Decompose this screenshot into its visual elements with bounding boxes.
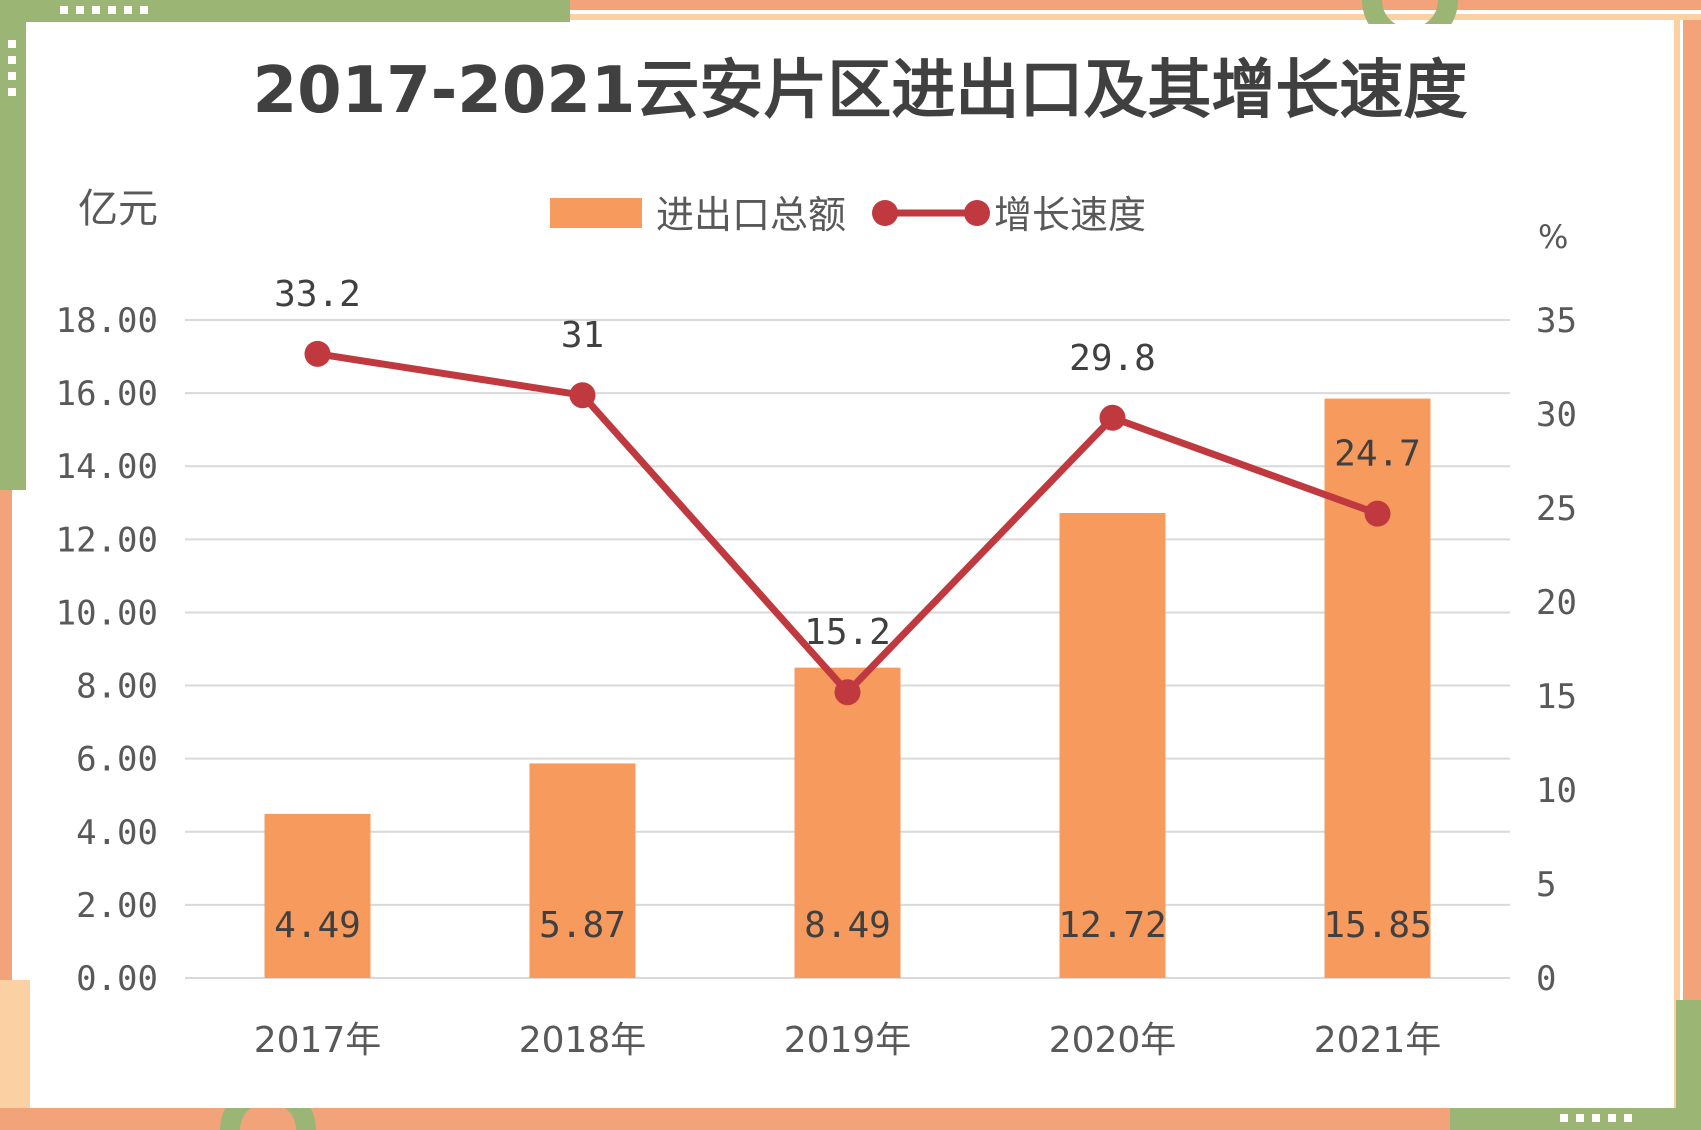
left-tick-label: 10.00 — [56, 593, 158, 633]
line-point — [569, 382, 596, 409]
bar — [1324, 398, 1431, 978]
line-value-label: 29.8 — [1069, 338, 1156, 379]
right-tick-label: 15 — [1536, 677, 1577, 717]
bar-series — [264, 398, 1431, 978]
right-tick-label: 30 — [1536, 395, 1577, 435]
line-value-label: 33.2 — [274, 274, 361, 315]
left-tick-label: 4.00 — [76, 813, 158, 853]
frame-right-orange-band — [1683, 20, 1701, 1130]
bar-value-label: 12.72 — [1058, 905, 1166, 946]
frame-dots-top-left — [60, 6, 148, 14]
line-value-label: 15.2 — [804, 612, 891, 653]
left-tick-label: 0.00 — [76, 959, 158, 999]
legend-label-line: 增长速度 — [994, 193, 1146, 237]
line-point — [834, 679, 861, 706]
frame-bottom-orange-band — [0, 1108, 1701, 1130]
right-tick-label: 10 — [1536, 771, 1577, 811]
legend-marker-left — [872, 200, 898, 226]
line-data-labels: 33.2 31 15.2 29.8 24.7 — [274, 274, 1421, 653]
bar — [529, 763, 636, 978]
bar — [1059, 513, 1166, 978]
legend-bar-swatch — [550, 198, 642, 228]
line-value-label: 24.7 — [1334, 434, 1421, 475]
bar — [264, 813, 371, 978]
left-tick-label: 18.00 — [56, 301, 158, 341]
left-axis-ticks: 18.00 16.00 14.00 12.00 10.00 8.00 6.00 4.00 2.0… — [56, 301, 158, 999]
x-tick-label: 2021年 — [1314, 1020, 1442, 1061]
left-axis-unit: 亿元 — [78, 186, 158, 232]
line-series — [304, 340, 1391, 706]
line-point — [304, 340, 331, 367]
frame-left-orange-band — [0, 490, 12, 1130]
right-tick-label: 20 — [1536, 583, 1577, 623]
right-tick-label: 5 — [1536, 865, 1556, 905]
frame-left-green-band — [0, 0, 26, 490]
line-point — [1364, 500, 1391, 527]
bar — [794, 667, 901, 978]
right-axis-ticks: 35 30 25 20 15 10 5 0 — [1536, 301, 1577, 999]
left-tick-label: 2.00 — [76, 886, 158, 926]
legend: 进出口总额 增长速度 — [550, 193, 1146, 237]
legend-marker-right — [964, 200, 990, 226]
line-value-label: 31 — [561, 315, 604, 356]
x-axis-ticks: 2017年 2018年 2019年 2020年 2021年 — [254, 1020, 1442, 1061]
right-axis-unit: % — [1538, 218, 1568, 256]
x-tick-label: 2017年 — [254, 1020, 382, 1061]
right-tick-label: 35 — [1536, 301, 1577, 341]
right-tick-label: 0 — [1536, 959, 1556, 999]
x-tick-label: 2020年 — [1049, 1020, 1177, 1061]
line-point — [1099, 404, 1126, 431]
bar-value-label: 5.87 — [539, 905, 626, 946]
bar-value-label: 15.85 — [1323, 905, 1431, 946]
left-tick-label: 8.00 — [76, 667, 158, 707]
right-tick-label: 25 — [1536, 489, 1577, 529]
bar-value-label: 4.49 — [274, 905, 361, 946]
bar-data-labels: 4.49 5.87 8.49 12.72 15.85 — [274, 905, 1432, 946]
chart-card — [34, 24, 1674, 1108]
x-tick-label: 2019年 — [784, 1020, 912, 1061]
chart-title: 2017-2021云安片区进出口及其增长速度 — [253, 54, 1468, 128]
frame-top-orange-band — [570, 0, 1701, 10]
left-tick-label: 14.00 — [56, 447, 158, 487]
left-tick-label: 16.00 — [56, 374, 158, 414]
frame-top-green-band — [0, 0, 570, 22]
left-tick-label: 12.00 — [56, 520, 158, 560]
legend-label-bar: 进出口总额 — [656, 193, 846, 237]
left-tick-label: 6.00 — [76, 740, 158, 780]
x-tick-label: 2018年 — [519, 1020, 647, 1061]
bar-value-label: 8.49 — [804, 905, 891, 946]
